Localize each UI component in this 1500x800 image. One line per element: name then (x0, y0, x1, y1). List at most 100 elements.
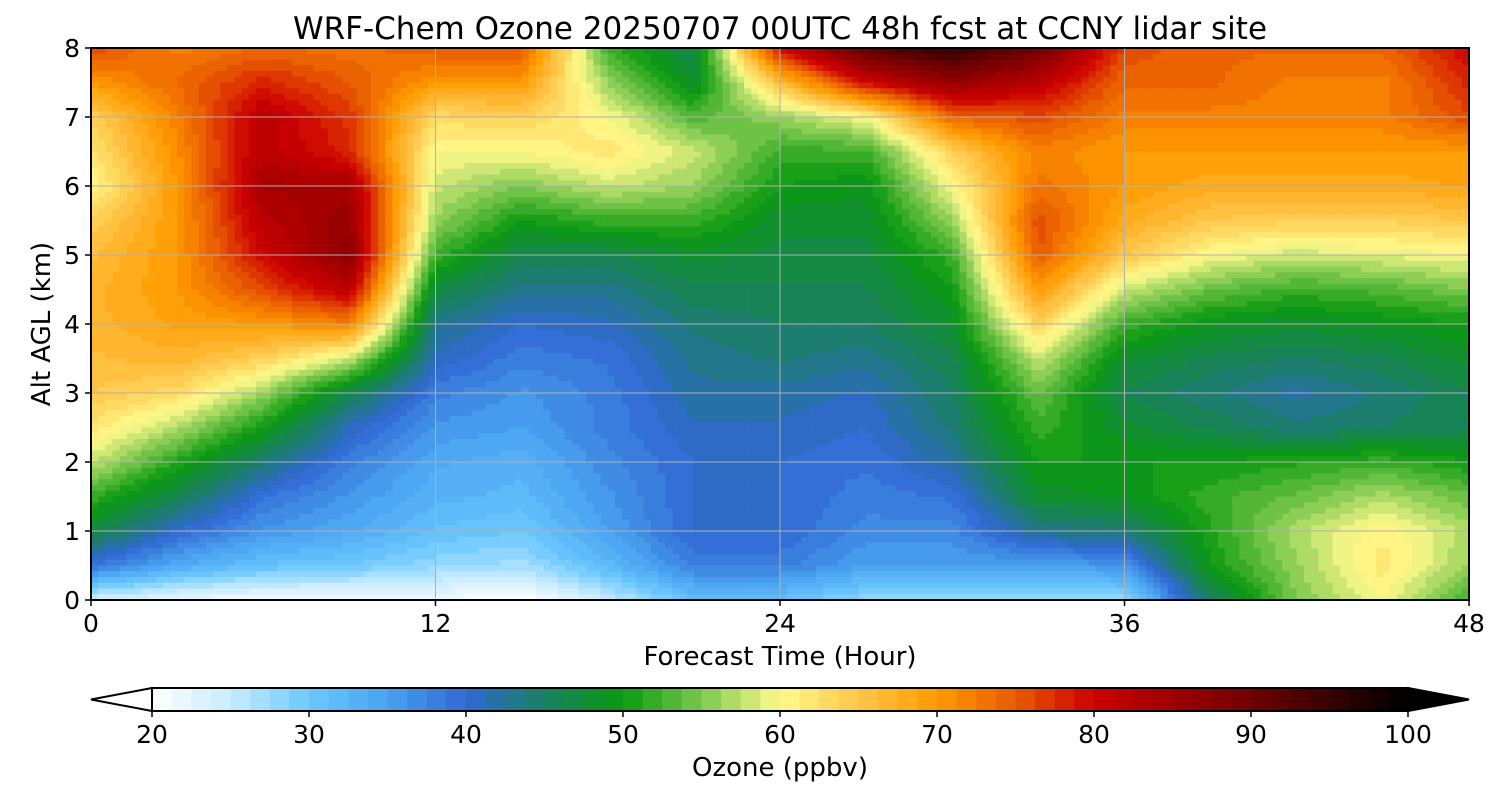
heatmap-cell (327, 186, 336, 193)
heatmap-cell (1110, 48, 1118, 55)
heatmap-cell (980, 168, 989, 176)
heatmap-cell (1375, 48, 1384, 55)
heatmap-cell (1196, 134, 1205, 141)
heatmap-cell (141, 94, 150, 101)
heatmap-cell (851, 99, 860, 107)
heatmap-cell (155, 186, 164, 193)
heatmap-cell (521, 145, 530, 153)
heatmap-cell (873, 111, 882, 118)
heatmap-cell (650, 151, 659, 158)
heatmap-cell (177, 180, 185, 187)
heatmap-cell (327, 53, 336, 61)
heatmap-cell (413, 151, 422, 158)
heatmap-cell (1189, 145, 1197, 153)
heatmap-cell (449, 99, 458, 107)
heatmap-cell (564, 117, 573, 124)
heatmap-cell (1311, 191, 1319, 199)
heatmap-cell (1454, 191, 1463, 199)
heatmap-cell (823, 134, 831, 141)
heatmap-cell (1232, 117, 1240, 124)
heatmap-cell (1382, 180, 1391, 187)
heatmap-cell (607, 99, 616, 107)
heatmap-cell (421, 59, 429, 66)
heatmap-cell (930, 117, 939, 124)
heatmap-cell (650, 157, 659, 164)
heatmap-cell (629, 76, 638, 84)
heatmap-cell (887, 180, 896, 187)
heatmap-cell (299, 134, 307, 141)
heatmap-cell (1160, 59, 1169, 66)
heatmap-cell (1232, 111, 1240, 118)
heatmap-cell (636, 117, 645, 124)
heatmap-cell (241, 122, 250, 130)
heatmap-cell (370, 48, 379, 55)
heatmap-cell (1203, 94, 1212, 101)
heatmap-cell (248, 157, 257, 164)
heatmap-cell (1059, 71, 1068, 78)
heatmap-cell (191, 94, 200, 101)
heatmap-cell (909, 191, 917, 199)
heatmap-cell (636, 191, 645, 199)
heatmap-cell (1189, 122, 1197, 130)
heatmap-cell (844, 111, 853, 118)
heatmap-cell (119, 71, 128, 78)
heatmap-cell (471, 122, 480, 130)
heatmap-cell (1411, 76, 1420, 84)
heatmap-cell (851, 76, 860, 84)
heatmap-cell (557, 111, 566, 118)
heatmap-cell (851, 122, 860, 130)
heatmap-cell (1339, 76, 1348, 84)
heatmap-cell (1174, 71, 1183, 78)
heatmap-cell (141, 76, 150, 84)
heatmap-cell (593, 191, 602, 199)
heatmap-cell (1095, 191, 1104, 199)
heatmap-cell (701, 111, 709, 118)
heatmap-cell (277, 168, 286, 176)
heatmap-cell (1268, 180, 1276, 187)
heatmap-cell (693, 128, 702, 135)
heatmap-cell (1102, 76, 1111, 84)
heatmap-cell (550, 157, 559, 164)
heatmap-cell (378, 186, 386, 193)
heatmap-cell (177, 163, 185, 170)
heatmap-cell (263, 191, 272, 199)
heatmap-cell (162, 117, 171, 124)
heatmap-cell (98, 111, 106, 118)
heatmap-cell (808, 163, 817, 170)
heatmap-cell (1038, 122, 1047, 130)
heatmap-cell (1110, 59, 1118, 66)
heatmap-cell (1382, 191, 1391, 199)
heatmap-cell (923, 157, 932, 164)
heatmap-cell (1382, 174, 1391, 181)
heatmap-cell (435, 99, 444, 107)
heatmap-cell (1354, 180, 1362, 187)
heatmap-cell (385, 94, 394, 101)
heatmap-cell (1390, 174, 1398, 181)
heatmap-cell (686, 145, 695, 153)
heatmap-cell (1418, 88, 1427, 95)
heatmap-cell (837, 82, 846, 89)
heatmap-cell (457, 186, 465, 193)
heatmap-cell (902, 168, 910, 176)
heatmap-cell (169, 94, 178, 101)
heatmap-cell (220, 82, 228, 89)
heatmap-cell (1232, 82, 1240, 89)
heatmap-cell (995, 65, 1004, 72)
heatmap-cell (758, 99, 767, 107)
heatmap-cell (543, 134, 551, 141)
heatmap-cell (1196, 71, 1205, 78)
heatmap-cell (729, 111, 738, 118)
heatmap-cell (988, 111, 996, 118)
heatmap-cell (1031, 168, 1039, 176)
heatmap-cell (507, 53, 516, 61)
heatmap-cell (1088, 151, 1097, 158)
heatmap-cell (299, 59, 307, 66)
heatmap-cell (973, 145, 982, 153)
heatmap-cell (1095, 151, 1104, 158)
heatmap-cell (98, 105, 106, 112)
heatmap-cell (191, 145, 200, 153)
heatmap-cell (1088, 99, 1097, 107)
heatmap-cell (801, 157, 810, 164)
heatmap-cell (966, 145, 975, 153)
heatmap-cell (1404, 128, 1413, 135)
